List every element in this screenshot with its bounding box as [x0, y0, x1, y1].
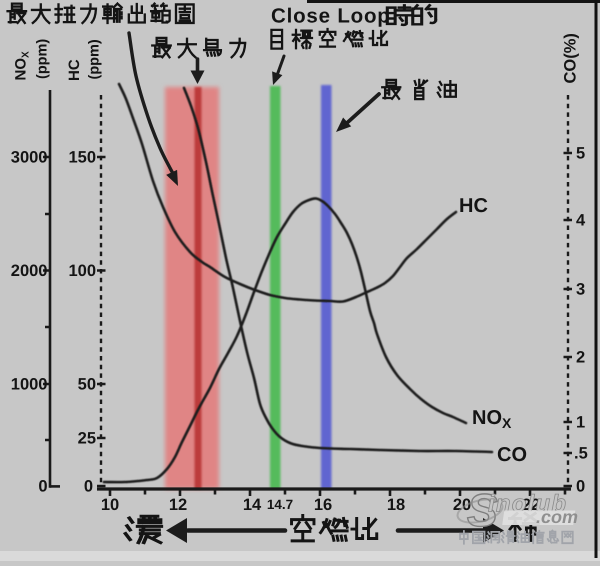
svg-text:0: 0	[38, 478, 47, 496]
svg-text:5: 5	[576, 145, 585, 163]
svg-text:2: 2	[576, 349, 585, 367]
svg-text:.5: .5	[574, 445, 588, 463]
svg-text:100: 100	[68, 262, 96, 280]
svg-text:HC: HC	[66, 59, 83, 81]
svg-text:Close Loop: Close Loop	[271, 4, 391, 27]
svg-text:1000: 1000	[11, 376, 48, 394]
svg-text:CO(%): CO(%)	[562, 33, 580, 83]
svg-text:14: 14	[243, 496, 262, 514]
svg-text:14.7: 14.7	[267, 497, 293, 512]
svg-text:3: 3	[576, 281, 585, 299]
svg-text:HC: HC	[459, 195, 488, 217]
svg-text:18: 18	[387, 496, 405, 514]
svg-text:50: 50	[78, 376, 96, 394]
svg-text:CO: CO	[497, 444, 527, 466]
svg-text:1: 1	[576, 414, 585, 432]
svg-text:3000: 3000	[11, 149, 48, 167]
svg-text:4: 4	[576, 212, 586, 230]
svg-text:10: 10	[101, 496, 119, 514]
svg-text:(ppm): (ppm)	[87, 39, 103, 79]
svg-text:S: S	[467, 484, 498, 536]
svg-text:16: 16	[314, 496, 332, 514]
svg-text:2000: 2000	[11, 262, 48, 280]
svg-text:0: 0	[576, 478, 585, 496]
svg-text:.com: .com	[536, 507, 578, 527]
svg-text:22: 22	[522, 496, 540, 514]
svg-text:12: 12	[169, 496, 187, 514]
svg-text:0: 0	[84, 478, 93, 496]
svg-text:25: 25	[78, 430, 96, 448]
svg-text:NOX: NOX	[13, 51, 32, 81]
svg-text:(ppm): (ppm)	[35, 39, 51, 79]
svg-text:150: 150	[68, 149, 96, 167]
svg-text:20: 20	[453, 496, 471, 514]
